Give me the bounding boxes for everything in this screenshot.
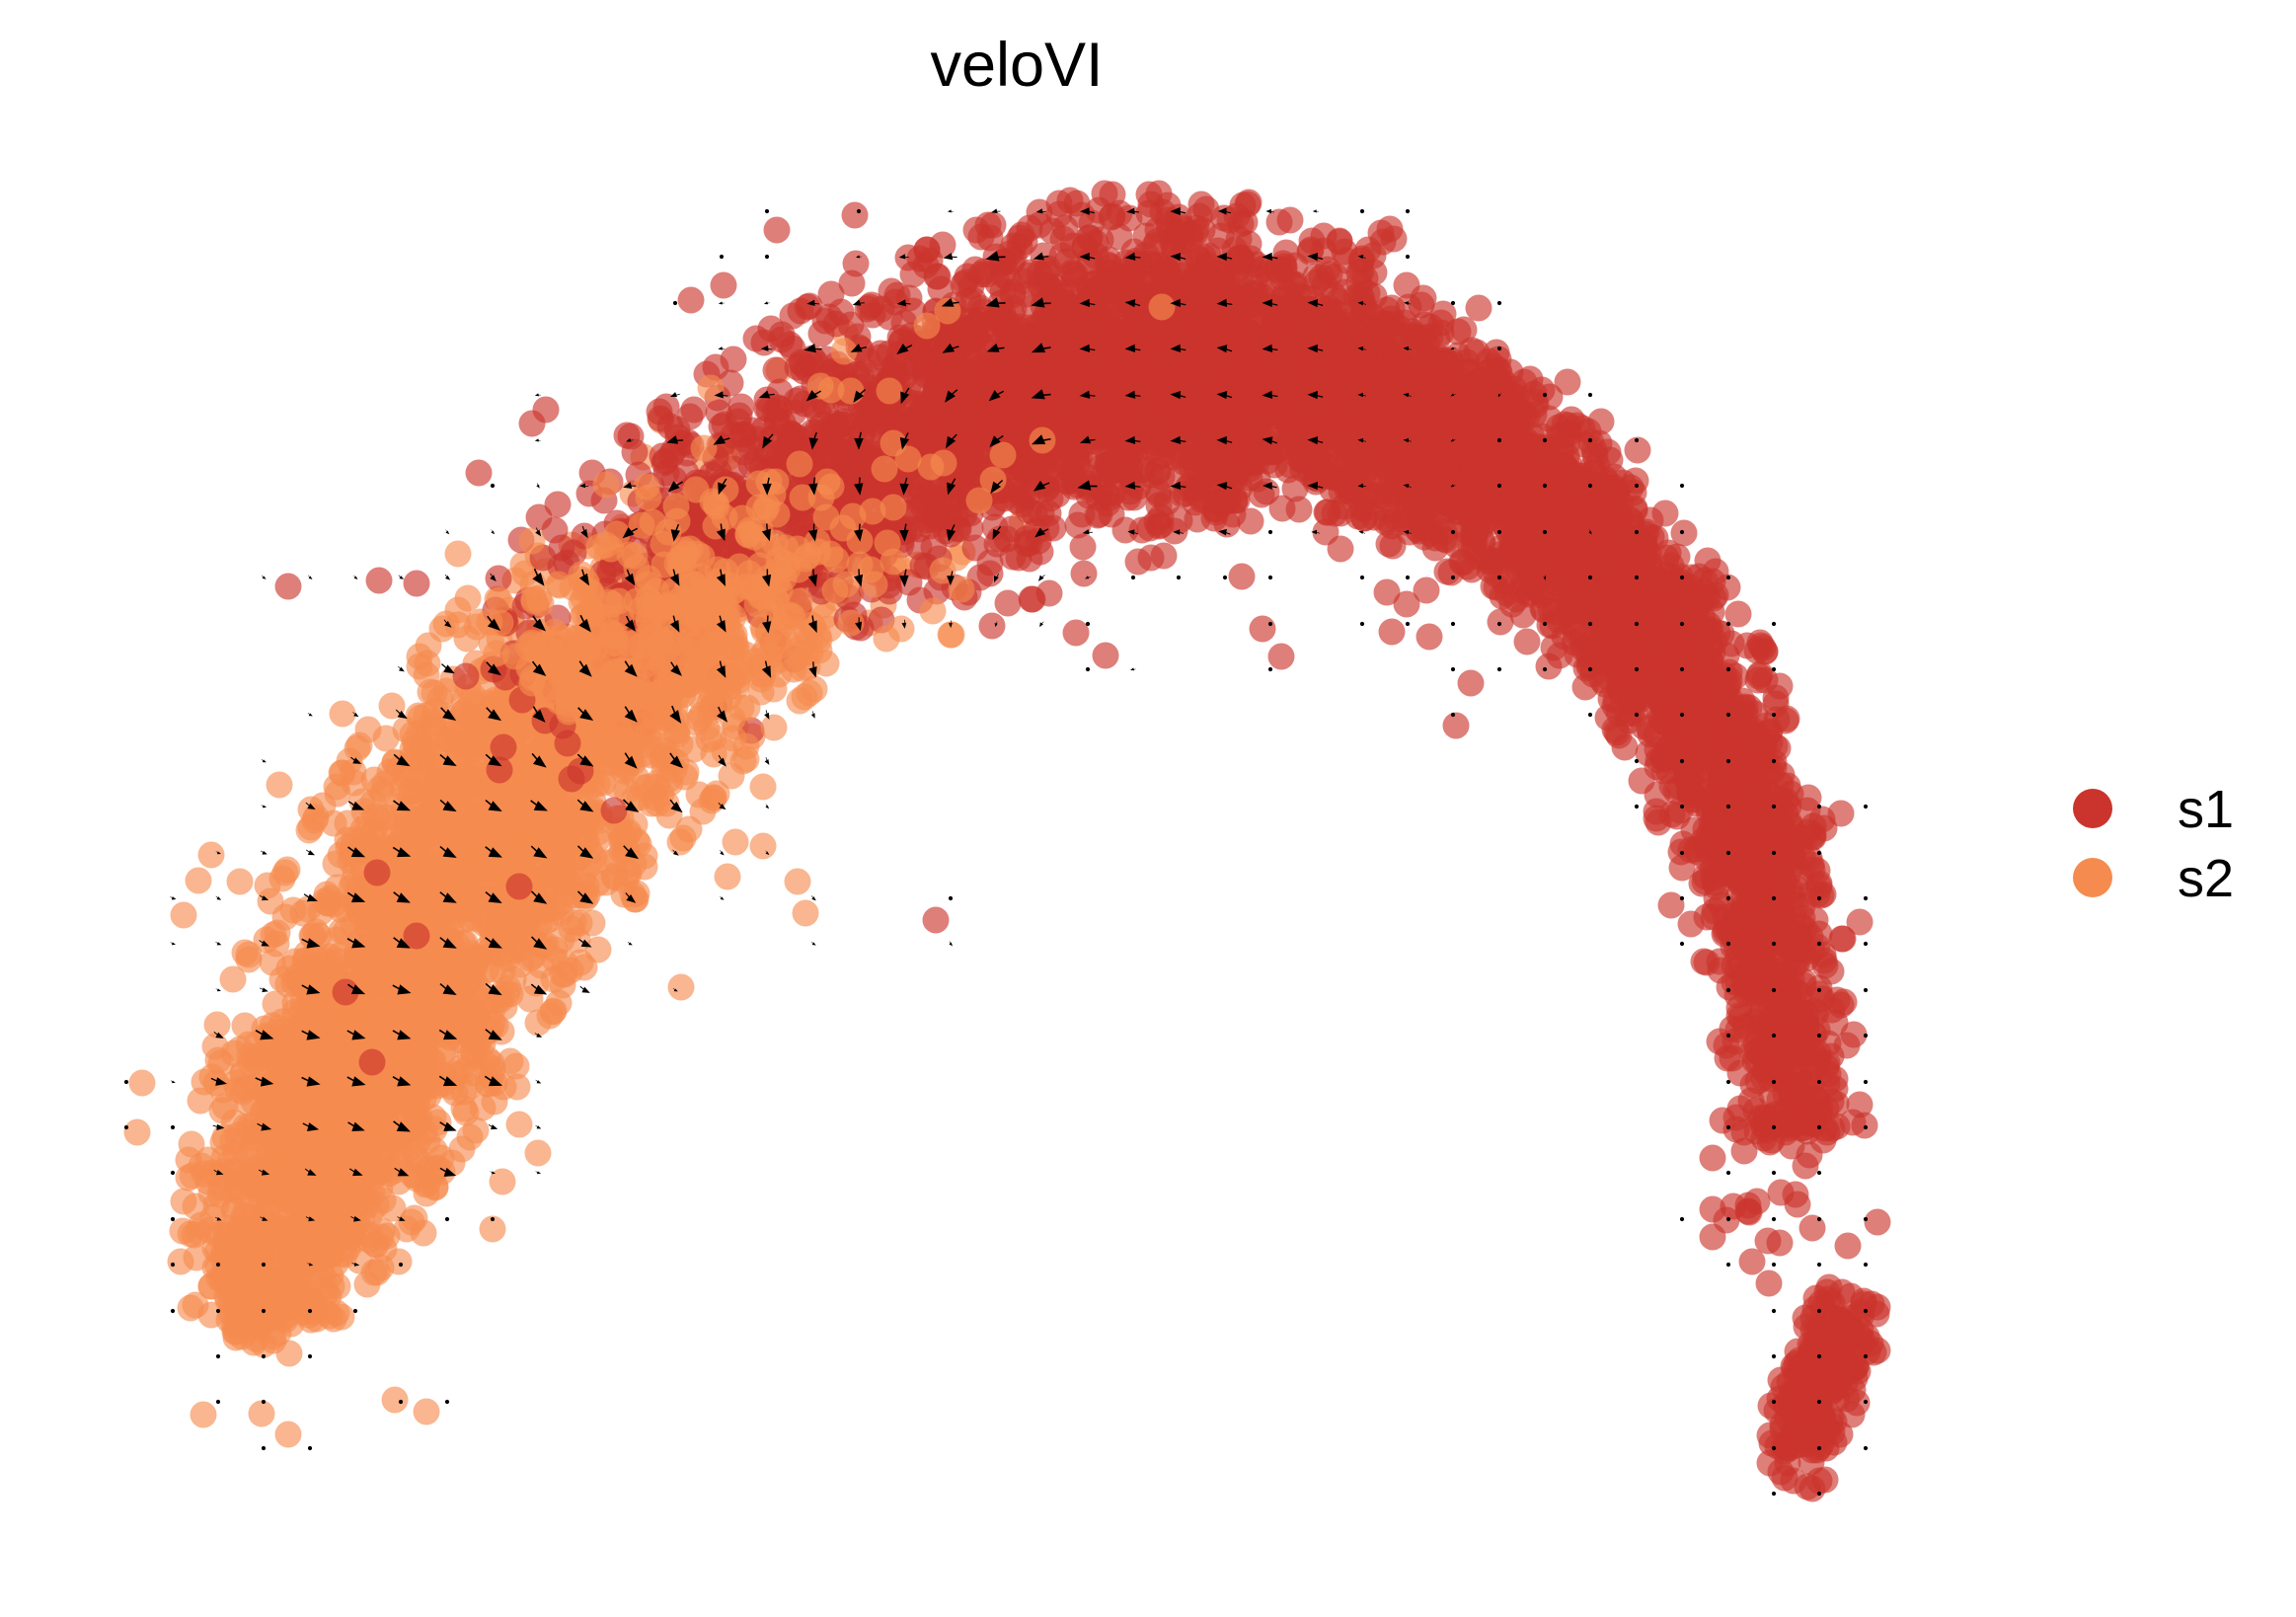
svg-text:s1: s1 — [2178, 780, 2234, 839]
svg-text:s2: s2 — [2178, 849, 2234, 908]
svg-text:veloVI: veloVI — [930, 31, 1103, 100]
